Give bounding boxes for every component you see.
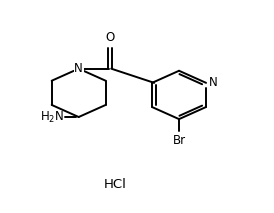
Text: O: O [105,32,115,45]
Text: N: N [74,62,83,75]
Text: Br: Br [172,134,185,147]
Text: H$_2$N: H$_2$N [40,109,64,125]
Text: HCl: HCl [104,178,127,191]
Text: N: N [209,76,218,89]
